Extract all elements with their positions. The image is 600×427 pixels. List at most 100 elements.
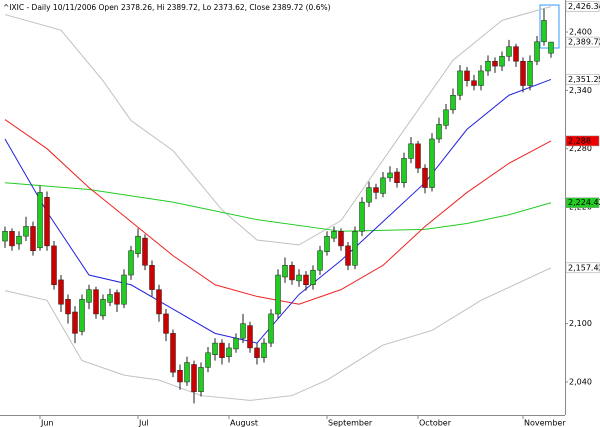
candle-body	[373, 187, 379, 193]
price-tag	[565, 135, 600, 147]
candle-body	[464, 70, 470, 81]
candle-body	[401, 158, 407, 183]
candle-body	[163, 313, 169, 334]
candle-body	[30, 226, 36, 251]
price-tag-label: 2,157.43	[568, 263, 600, 272]
candle-body	[51, 245, 57, 286]
candle-body	[422, 167, 428, 188]
candle-body	[506, 46, 512, 57]
candle-body	[191, 364, 197, 392]
candle-body	[205, 352, 211, 368]
candle-body	[16, 235, 22, 245]
candle-body	[135, 235, 141, 254]
indicator-line	[4, 78, 552, 344]
candle-body	[534, 41, 540, 62]
candle-body	[142, 237, 148, 266]
price-tag-label: 2,224.42	[568, 198, 600, 207]
candle-body	[492, 60, 498, 67]
candle-body	[296, 274, 302, 282]
x-tick-label: October	[419, 419, 452, 427]
price-tag-label: 2,288	[568, 136, 591, 145]
candle-body	[149, 265, 155, 290]
candle-body	[9, 231, 15, 247]
candle-body	[380, 177, 386, 194]
price-tag	[565, 1, 600, 12]
candle-body	[520, 60, 526, 86]
y-tick-label: 2,040	[569, 377, 592, 386]
candle-body	[65, 299, 71, 315]
candle-body	[275, 274, 281, 315]
candle-body	[240, 323, 246, 339]
y-tick-label: 2,100	[569, 319, 592, 328]
candle-body	[429, 138, 435, 188]
candle-body	[408, 143, 414, 159]
candle-body	[79, 299, 85, 332]
candle-body	[212, 342, 218, 355]
price-tag-label: 2,389.72	[568, 38, 600, 47]
y-tick-label: 2,280	[569, 144, 592, 153]
candle-body	[121, 274, 127, 305]
price-tag-label: 2,351.25	[568, 75, 600, 84]
candle-body	[352, 231, 358, 266]
candle-body	[184, 362, 190, 383]
price-tag	[565, 36, 600, 48]
candle-body	[457, 70, 463, 96]
candle-body	[44, 197, 50, 247]
candle-body	[366, 187, 372, 203]
candle-body	[478, 70, 484, 86]
candle-body	[499, 56, 505, 67]
x-tick-label: September	[328, 419, 373, 427]
candle-body	[450, 94, 456, 111]
candle-body	[114, 292, 120, 305]
candle-body	[219, 342, 225, 358]
candle-body	[394, 171, 400, 183]
price-tag-label: 2,426.34	[568, 2, 600, 11]
candle-body	[170, 333, 176, 373]
indicator-line	[4, 267, 552, 401]
candle-body	[254, 347, 260, 358]
candle-body	[268, 313, 274, 344]
chart-title: ^IXIC - Daily 10/11/2006 Open 2378.26, H…	[3, 3, 331, 12]
candle-body	[527, 60, 533, 86]
x-tick-label: November	[524, 419, 566, 427]
candle-body	[2, 231, 8, 242]
candle-body	[128, 250, 134, 276]
candle-body	[233, 337, 239, 350]
candle-body	[156, 289, 162, 315]
candle-body	[331, 231, 337, 239]
candle-body	[436, 124, 442, 140]
candle-body	[317, 250, 323, 271]
candle-body	[282, 265, 288, 278]
candle-body	[359, 201, 365, 232]
candle-body	[177, 370, 183, 383]
y-tick-label: 2,400	[569, 28, 592, 37]
candle-body	[415, 143, 421, 169]
candle-body	[387, 172, 393, 179]
x-tick-label: Jul	[138, 419, 149, 427]
candle-body	[86, 289, 92, 303]
candle-body	[198, 367, 204, 392]
indicator-line	[4, 5, 552, 246]
candle-body	[338, 231, 344, 247]
candle-body	[23, 226, 29, 237]
price-tag	[565, 74, 600, 85]
candle-body	[443, 109, 449, 126]
candle-body	[58, 279, 64, 305]
candle-body	[37, 192, 43, 249]
candle-body	[310, 269, 316, 286]
candle-body	[345, 245, 351, 266]
candle-body	[324, 235, 330, 252]
candle-body	[485, 60, 491, 72]
candle-body	[72, 311, 78, 334]
price-tag	[565, 197, 600, 208]
candle-body	[247, 325, 253, 349]
candle-body	[513, 46, 519, 62]
y-tick-label: 2,340	[569, 86, 592, 95]
candle-body	[471, 80, 477, 86]
candle-body	[261, 342, 267, 358]
candle-body	[289, 265, 295, 281]
candle-body	[541, 20, 547, 43]
